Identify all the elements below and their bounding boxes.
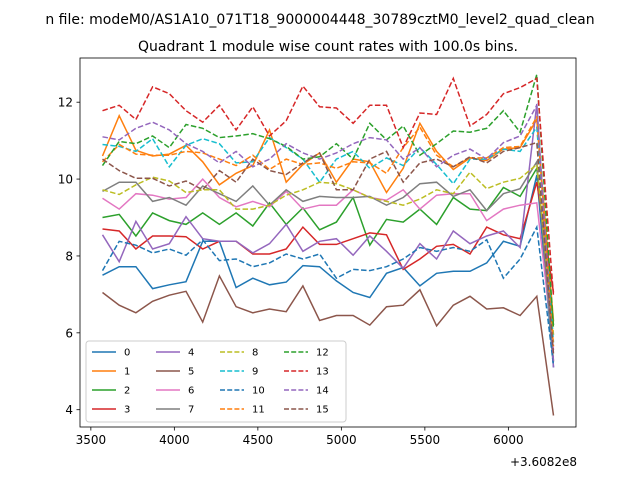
legend-label-11: 11 xyxy=(252,405,265,416)
legend-label-7: 7 xyxy=(188,405,194,416)
plot-lines xyxy=(101,74,555,416)
legend-label-1: 1 xyxy=(124,367,130,378)
x-tick-label: 5000 xyxy=(326,433,357,447)
x-tick-label: 6000 xyxy=(493,433,524,447)
series-line-8 xyxy=(102,163,555,335)
legend-label-0: 0 xyxy=(124,348,130,359)
legend-label-4: 4 xyxy=(188,348,194,359)
legend-label-13: 13 xyxy=(316,367,329,378)
series-line-5 xyxy=(102,274,555,416)
y-tick-label: 10 xyxy=(58,173,73,187)
legend-label-10: 10 xyxy=(252,386,265,397)
series-line-15 xyxy=(102,141,555,355)
series-line-0 xyxy=(102,175,555,368)
x-offset-label: +3.6082e8 xyxy=(510,455,577,469)
legend-label-3: 3 xyxy=(124,405,130,416)
y-tick-label: 8 xyxy=(65,249,73,263)
series-line-7 xyxy=(102,159,555,362)
legend-box xyxy=(85,340,347,423)
x-tick-label: 3500 xyxy=(76,433,107,447)
series-line-4 xyxy=(101,104,555,368)
legend-label-5: 5 xyxy=(188,367,194,378)
legend-label-12: 12 xyxy=(316,348,329,359)
series-line-11 xyxy=(101,114,555,347)
legend-label-8: 8 xyxy=(252,348,258,359)
legend-label-9: 9 xyxy=(252,367,258,378)
series-line-10 xyxy=(101,224,555,366)
y-tick-label: 4 xyxy=(65,403,73,417)
chart-title: Quadrant 1 module wise count rates with … xyxy=(138,39,518,55)
figure-suptitle: n file: modeM0/AS1A10_071T18_9000004448_… xyxy=(45,12,594,28)
x-tick-label: 5500 xyxy=(410,433,441,447)
series-line-2 xyxy=(102,165,555,326)
x-tick-label: 4000 xyxy=(159,433,190,447)
series-line-6 xyxy=(102,177,555,351)
legend-label-14: 14 xyxy=(316,386,329,397)
legend-label-6: 6 xyxy=(188,386,194,397)
y-tick-label: 6 xyxy=(65,326,73,340)
series-line-13 xyxy=(102,76,555,297)
legend-label-15: 15 xyxy=(316,405,329,416)
y-tick-label: 12 xyxy=(58,96,73,110)
legend-label-2: 2 xyxy=(124,386,130,397)
x-tick-label: 4500 xyxy=(243,433,274,447)
series-line-14 xyxy=(102,102,555,362)
axes-frame xyxy=(79,57,577,428)
